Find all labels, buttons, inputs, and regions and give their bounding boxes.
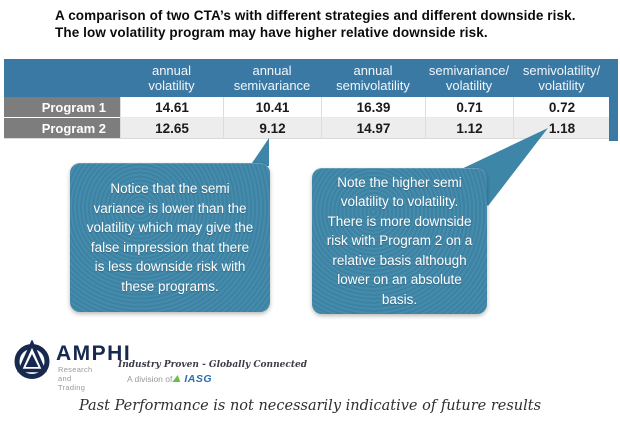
- division-prefix: A division of: [127, 374, 173, 384]
- table-header-annual-volatility: annual volatility: [120, 59, 223, 97]
- callout-right: Note the higher semi volatility to volat…: [312, 168, 487, 314]
- table-header-semivariance-volatility: semivariance/ volatility: [425, 59, 513, 97]
- callout-left: Notice that the semi variance is lower t…: [70, 163, 270, 312]
- row-label-program-1: Program 1: [4, 97, 120, 118]
- table-cell: 16.39: [321, 97, 425, 118]
- page-title: A comparison of two CTA’s with different…: [55, 7, 576, 41]
- title-line2: The low volatility program may have high…: [55, 25, 488, 40]
- table-cell: 0.71: [425, 97, 513, 118]
- table-cell: 0.72: [513, 97, 610, 118]
- comparison-table: annual volatility annual semivariance an…: [4, 59, 610, 139]
- brand-name: AMPHI: [56, 342, 132, 365]
- iasg-brand: IASG: [184, 373, 213, 385]
- table-cell: 12.65: [120, 118, 223, 139]
- disclaimer-caption: Past Performance is not necessarily indi…: [78, 398, 542, 414]
- callout-left-text: Notice that the semi variance is lower t…: [86, 181, 254, 294]
- title-line1: A comparison of two CTA’s with different…: [55, 8, 576, 23]
- table-right-edge-bar: [609, 59, 618, 141]
- brand-subtitle: Research and Trading: [58, 365, 93, 392]
- callout-right-text: Note the higher semi volatility to volat…: [326, 174, 473, 307]
- table-header-semivolatility-volatility: semivolatility/ volatility: [513, 59, 610, 97]
- table-cell: 14.61: [120, 97, 223, 118]
- table-cell: 1.12: [425, 118, 513, 139]
- division-line: A division of IASG: [127, 373, 212, 385]
- brand-tagline: Industry Proven - Globally Connected: [118, 360, 307, 370]
- amphi-logo-icon: [14, 340, 50, 379]
- table-cell: 14.97: [321, 118, 425, 139]
- table-header-annual-semivolatility: annual semivolatility: [321, 59, 425, 97]
- table-header-empty: [4, 59, 120, 97]
- table-header-annual-semivariance: annual semivariance: [223, 59, 321, 97]
- callout-left-tail: [250, 138, 269, 166]
- row-label-program-2: Program 2: [4, 118, 120, 139]
- table-cell: 10.41: [223, 97, 321, 118]
- iasg-logo-icon: [172, 375, 183, 382]
- table-cell: 9.12: [223, 118, 321, 139]
